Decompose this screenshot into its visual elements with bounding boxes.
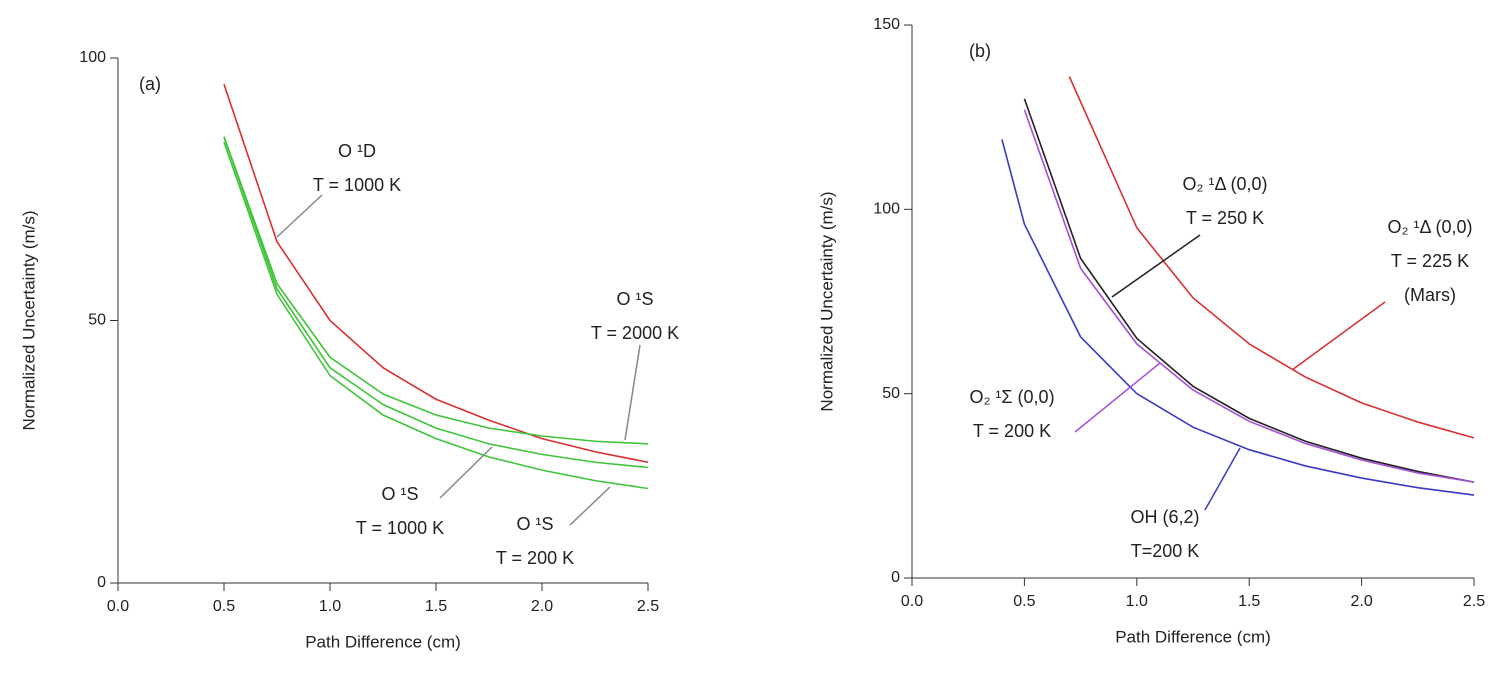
annotation: T=200 K	[1131, 541, 1200, 561]
annotation: T = 1000 K	[313, 175, 401, 195]
annotation: T = 225 K	[1391, 251, 1469, 271]
y-tick-label: 150	[873, 16, 900, 33]
y-tick-label: 0	[891, 569, 900, 586]
y-tick-label: 100	[79, 49, 106, 66]
leader-line	[1074, 362, 1161, 433]
annotation: T = 200 K	[496, 548, 574, 568]
x-tick-label: 0.5	[1013, 593, 1035, 610]
series-line	[223, 141, 649, 490]
series-line	[223, 136, 649, 469]
series-line	[1068, 76, 1475, 439]
x-tick-label: 2.0	[531, 598, 553, 615]
series-line	[1023, 109, 1475, 483]
y-axis-title: Normalized Uncertainty (m/s)	[19, 210, 38, 430]
leader-line	[624, 344, 641, 441]
annotation: O ¹S	[381, 484, 418, 504]
y-tick-label: 100	[873, 201, 900, 218]
series-line	[223, 136, 649, 445]
panel-label: (b)	[969, 41, 991, 61]
annotation: OH (6,2)	[1130, 507, 1199, 527]
leader-line	[569, 486, 611, 526]
x-tick-label: 0.5	[213, 598, 235, 615]
x-tick-label: 2.5	[637, 598, 659, 615]
leader-line	[1111, 234, 1201, 298]
x-tick-label: 1.0	[1126, 593, 1148, 610]
series-line	[1023, 98, 1475, 483]
x-tick-label: 2.0	[1350, 593, 1372, 610]
y-tick-label: 50	[88, 312, 106, 329]
annotation: T = 200 K	[973, 421, 1051, 441]
x-axis-title: Path Difference (cm)	[1115, 627, 1271, 646]
y-axis-title: Normalized Uncertainty (m/s)	[817, 191, 836, 411]
y-tick-label: 0	[97, 574, 106, 591]
annotation: O ¹S	[516, 514, 553, 534]
x-tick-label: 1.5	[1238, 593, 1260, 610]
annotation: T = 2000 K	[591, 323, 679, 343]
annotation: O₂ ¹Σ (0,0)	[969, 387, 1054, 407]
annotation: T = 1000 K	[356, 518, 444, 538]
x-tick-label: 0.0	[901, 593, 923, 610]
leader-line	[1204, 447, 1241, 511]
x-tick-label: 0.0	[107, 598, 129, 615]
annotation: (Mars)	[1404, 285, 1456, 305]
leader-line	[1291, 301, 1386, 371]
leader-line	[276, 194, 323, 238]
y-tick-label: 50	[882, 385, 900, 402]
x-axis-title: Path Difference (cm)	[305, 632, 461, 651]
series-line	[223, 83, 649, 464]
series-line	[1001, 139, 1475, 496]
annotation: O ¹S	[616, 289, 653, 309]
leader-line	[439, 446, 493, 499]
x-tick-label: 1.5	[425, 598, 447, 615]
x-tick-label: 1.0	[319, 598, 341, 615]
annotation: O ¹D	[338, 141, 376, 161]
annotation: T = 250 K	[1186, 208, 1264, 228]
annotation: O₂ ¹Δ (0,0)	[1182, 174, 1267, 194]
panel-label: (a)	[139, 74, 161, 94]
annotation: O₂ ¹Δ (0,0)	[1387, 217, 1472, 237]
x-tick-label: 2.5	[1463, 593, 1485, 610]
